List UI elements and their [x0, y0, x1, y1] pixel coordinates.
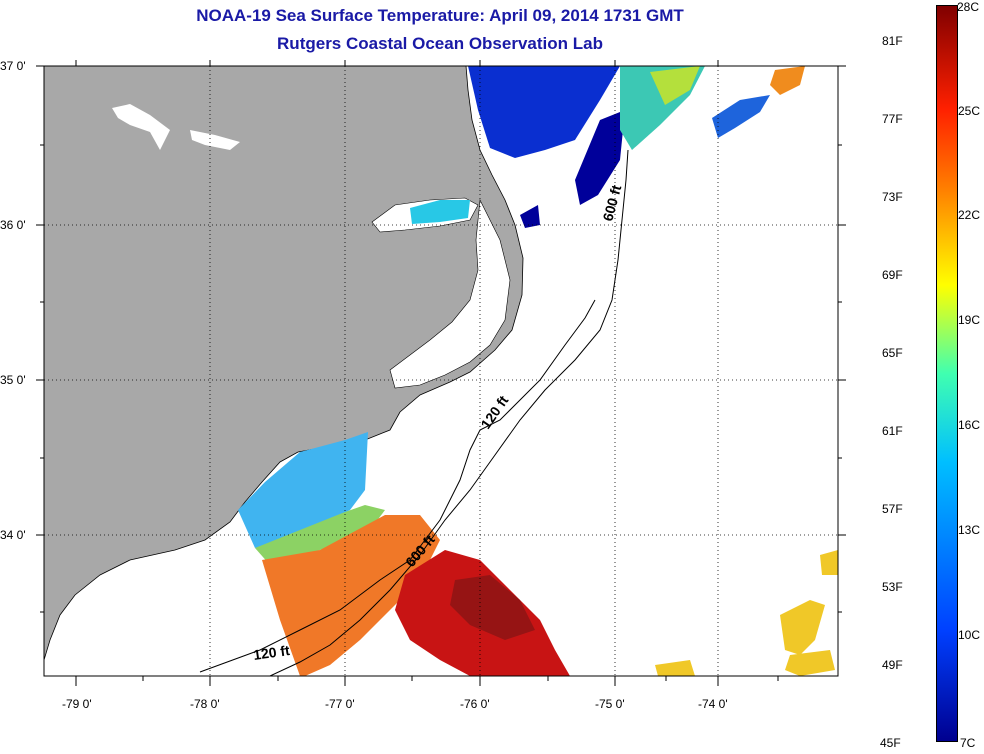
lon-label-74: -74 0' [698, 697, 728, 711]
sst-patch-sound-cyan [410, 200, 470, 224]
sst-patch-gulfstream-north-warm [650, 66, 700, 105]
colorbar-c-13: 13C [958, 523, 981, 537]
contour-600ft [269, 149, 629, 676]
colorbar-f-77: 77F [882, 112, 903, 126]
colorbar-c-22: 22C [958, 208, 981, 222]
temperature-colorbar [936, 5, 958, 742]
lat-label-36: 36 0' [0, 218, 26, 232]
colorbar-f-73: 73F [882, 190, 903, 204]
colorbar-f-81: 81F [882, 34, 903, 48]
sst-patch-ne-blue [712, 95, 770, 138]
sst-patch-shelf-cyan [238, 432, 368, 548]
contour-label-120-south: 120 ft [252, 642, 291, 663]
lat-label-34: 34 0' [0, 528, 26, 542]
map-title: NOAA-19 Sea Surface Temperature: April 0… [196, 6, 684, 25]
colorbar-max-c: 28C [957, 0, 980, 14]
sst-patch-ne-orange [770, 66, 805, 95]
colorbar-f-61: 61F [882, 424, 903, 438]
colorbar-c-10: 10C [958, 628, 981, 642]
map-frame [43, 65, 839, 677]
lon-label-75: -75 0' [595, 697, 625, 711]
graticule [44, 66, 838, 676]
lon-label-79: -79 0' [62, 697, 92, 711]
sst-patch-gulfstream-dark [450, 575, 535, 640]
sst-patch-cold-spots [520, 110, 625, 228]
colorbar-f-49: 49F [882, 658, 903, 672]
lon-label-78: -78 0' [190, 697, 220, 711]
colorbar-f-57: 57F [882, 502, 903, 516]
map-subtitle: Rutgers Coastal Ocean Observation Lab [277, 34, 603, 53]
lat-label-37: 37 0' [0, 59, 26, 73]
colorbar-f-53: 53F [882, 580, 903, 594]
colorbar-c-16: 16C [958, 418, 981, 432]
tick-marks [36, 60, 846, 686]
sst-patch-cold-north [468, 66, 620, 158]
sst-patch-shelf-orange [262, 515, 440, 676]
inland-lakes [112, 104, 240, 150]
colorbar-c-19: 19C [958, 313, 981, 327]
contour-120ft [199, 299, 596, 673]
colorbar-min-c: 7C [960, 736, 976, 750]
colorbar-min-f: 45F [880, 736, 901, 750]
lon-label-76: -76 0' [460, 697, 490, 711]
sst-patch-se-yellow [655, 550, 838, 676]
lon-label-77: -77 0' [325, 697, 355, 711]
colorbar-f-65: 65F [882, 346, 903, 360]
colorbar-f-69: 69F [882, 268, 903, 282]
colorbar-c-25: 25C [958, 104, 981, 118]
lat-label-35: 35 0' [0, 373, 26, 387]
